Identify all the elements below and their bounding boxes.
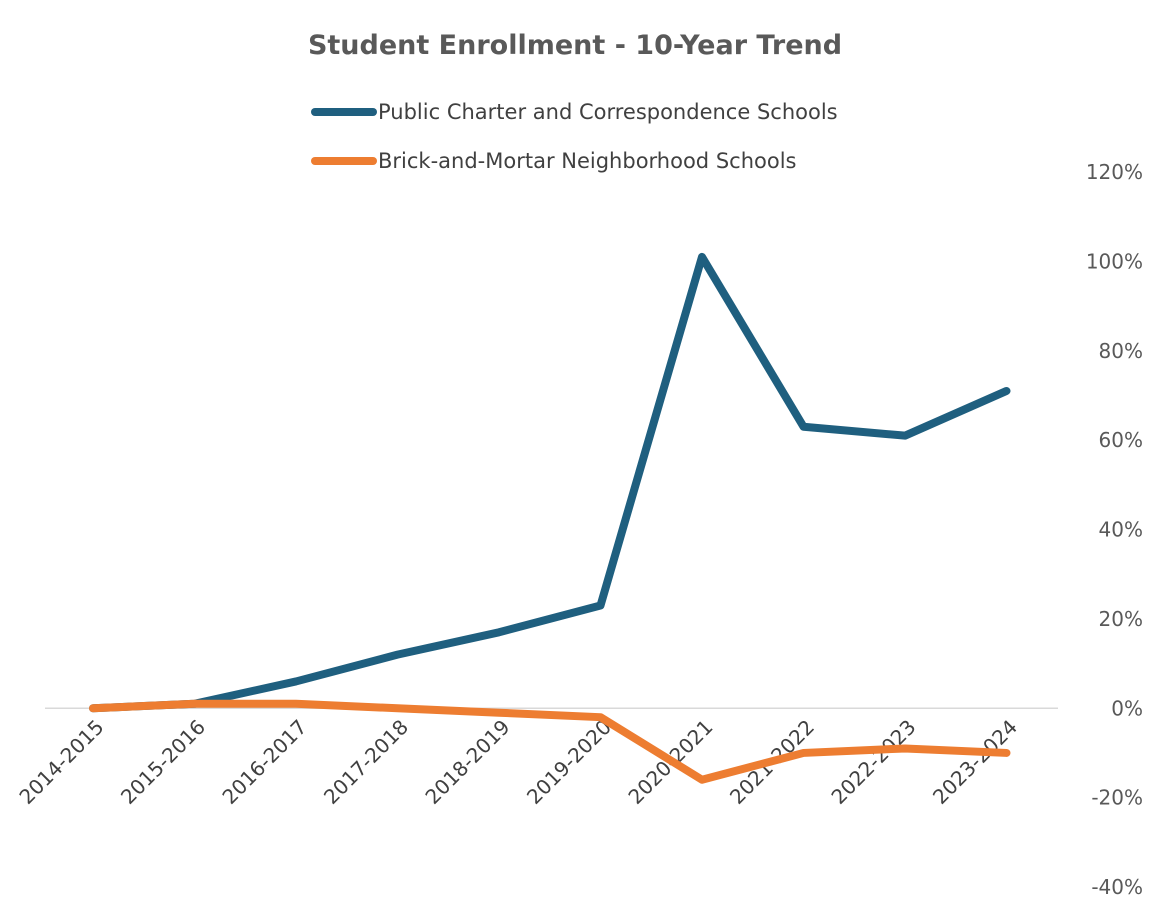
y-tick-label: 80% bbox=[1099, 339, 1143, 363]
y-tick-label: 100% bbox=[1086, 249, 1143, 273]
chart-title: Student Enrollment - 10-Year Trend bbox=[308, 30, 842, 61]
y-tick-label: 40% bbox=[1099, 518, 1143, 542]
y-tick-label: 20% bbox=[1099, 607, 1143, 631]
legend: Public Charter and Correspondence School… bbox=[311, 100, 838, 173]
y-tick-label: -20% bbox=[1091, 786, 1143, 810]
series-lines bbox=[89, 252, 1011, 784]
legend-label-brick-and-mortar: Brick-and-Mortar Neighborhood Schools bbox=[378, 149, 796, 173]
y-axis-tick-labels: 120% 100% 80% 60% 40% 20% 0% -20% -40% bbox=[1086, 160, 1143, 899]
y-tick-label: 0% bbox=[1111, 696, 1143, 720]
y-tick-label: 60% bbox=[1099, 428, 1143, 452]
y-tick-label: -40% bbox=[1091, 875, 1143, 899]
y-tick-label: 120% bbox=[1086, 160, 1143, 184]
legend-label-charter: Public Charter and Correspondence School… bbox=[378, 100, 838, 124]
series-line-charter bbox=[89, 252, 1011, 713]
series-line-brick-and-mortar bbox=[89, 699, 1011, 784]
